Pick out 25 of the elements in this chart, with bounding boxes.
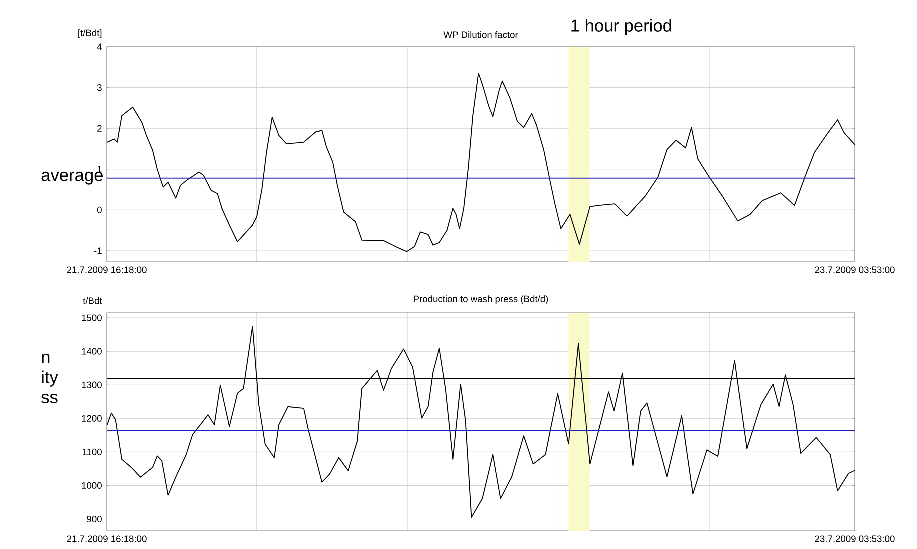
- y-tick-label: 900: [87, 516, 102, 523]
- line-series: [106, 73, 856, 252]
- y-tick-label: 0: [97, 206, 102, 214]
- chart-title: Production to wash press (Bdt/d): [414, 296, 548, 304]
- ref-line-label: n ity ss: [42, 354, 58, 404]
- y-tick-label: -1: [94, 248, 102, 254]
- y-tick-label: 4: [97, 44, 102, 50]
- y-tick-label: 1000: [82, 482, 102, 490]
- y-tick-label: 1300: [82, 382, 102, 388]
- band-label: 1 hour period: [572, 19, 672, 36]
- x-tick-label: 23.7.2009 03:53:00: [815, 536, 895, 542]
- y-tick-label: 3: [97, 84, 102, 92]
- chart-title: WP Dilution factor: [444, 31, 518, 38]
- x-tick-label: 21.7.2009 16:18:00: [67, 266, 147, 274]
- y-tick-label: 2: [98, 125, 102, 132]
- y-tick-label: 1400: [82, 348, 102, 355]
- line-series: [106, 326, 856, 518]
- x-tick-label: 23.7.2009 03:53:00: [815, 266, 895, 274]
- ref-line-label: average: [42, 172, 103, 185]
- x-tick-label: 21.7.2009 16:18:00: [67, 536, 147, 542]
- y-tick-label: 1200: [82, 415, 102, 422]
- y-axis-title: [t/Bdt]: [78, 30, 102, 38]
- y-tick-label: 1100: [82, 448, 102, 456]
- y-tick-label: 1500: [82, 314, 102, 322]
- y-axis-title: t/Bdt: [83, 297, 102, 304]
